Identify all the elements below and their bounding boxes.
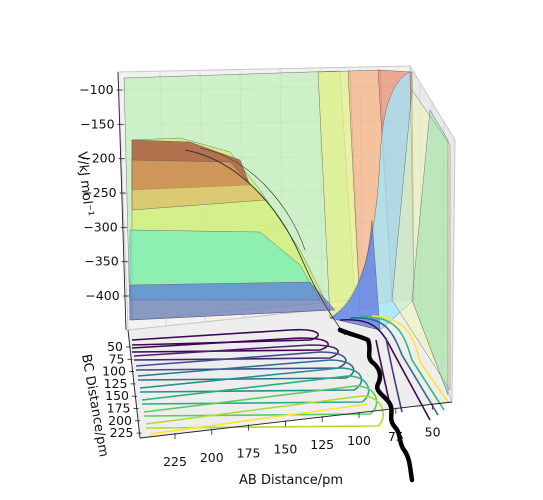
contour-line bbox=[339, 318, 431, 421]
y-tick-label: 125 bbox=[104, 376, 128, 391]
contour-line bbox=[131, 328, 319, 346]
x-tick-label: 50 bbox=[425, 425, 441, 440]
x-tick-label: 125 bbox=[310, 437, 334, 452]
y-tick-label: 200 bbox=[108, 413, 132, 428]
contour-line bbox=[149, 403, 369, 435]
z-tick-label: −200 bbox=[81, 151, 115, 166]
z-tick-label: −150 bbox=[80, 116, 114, 131]
energy-surface bbox=[123, 69, 451, 396]
x-axis-label: AB Distance/pm bbox=[239, 473, 343, 488]
contours bbox=[131, 315, 449, 435]
contour-line bbox=[137, 359, 355, 381]
contour-line bbox=[359, 315, 445, 411]
z-axis-line bbox=[117, 71, 127, 331]
z-tick-label: −350 bbox=[84, 254, 118, 269]
contour-line bbox=[133, 344, 339, 361]
contour-line bbox=[371, 315, 449, 403]
surface-band bbox=[329, 71, 415, 331]
y-tick-label: 75 bbox=[109, 351, 125, 366]
z-tick-label: −400 bbox=[85, 288, 119, 303]
z-axis-label: V/kJ mol⁻¹ bbox=[74, 151, 96, 217]
x-axis-line bbox=[139, 401, 453, 439]
y-tick-label: 225 bbox=[110, 425, 134, 440]
surface-band bbox=[329, 219, 381, 331]
z-tick-label: −100 bbox=[79, 82, 113, 97]
contour-line bbox=[139, 367, 363, 393]
z-tick-label: −300 bbox=[83, 219, 117, 234]
contour-line bbox=[141, 375, 370, 405]
x-tick-label: 225 bbox=[163, 454, 187, 469]
contour-line bbox=[145, 395, 384, 429]
reaction-trajectory bbox=[337, 327, 415, 483]
z-ticks: −100 −150 −200 −250 −300 −350 −400 bbox=[79, 82, 129, 303]
contour-line bbox=[131, 337, 329, 353]
ridge-curve bbox=[184, 149, 346, 336]
contour-line bbox=[385, 337, 403, 413]
x-tick-label: 100 bbox=[347, 433, 371, 448]
x-tick-label: 75 bbox=[388, 429, 404, 444]
x-ticks: 225 200 175 150 125 100 75 50 bbox=[163, 403, 441, 469]
y-tick-label: 175 bbox=[107, 401, 131, 416]
x-tick-label: 150 bbox=[273, 441, 297, 456]
x-tick-label: 175 bbox=[237, 446, 261, 461]
surface-band bbox=[391, 89, 451, 391]
contour-line bbox=[349, 317, 439, 416]
z-tick-label: −250 bbox=[82, 185, 116, 200]
surface-band bbox=[411, 109, 449, 396]
ridge-curve bbox=[199, 147, 306, 251]
y-tick-label: 50 bbox=[107, 339, 123, 354]
contour-line bbox=[143, 385, 378, 417]
surface-band bbox=[129, 281, 336, 321]
y-tick-label: 150 bbox=[105, 388, 129, 403]
x-tick-label: 200 bbox=[200, 450, 224, 465]
y-tick-label: 100 bbox=[102, 364, 126, 379]
